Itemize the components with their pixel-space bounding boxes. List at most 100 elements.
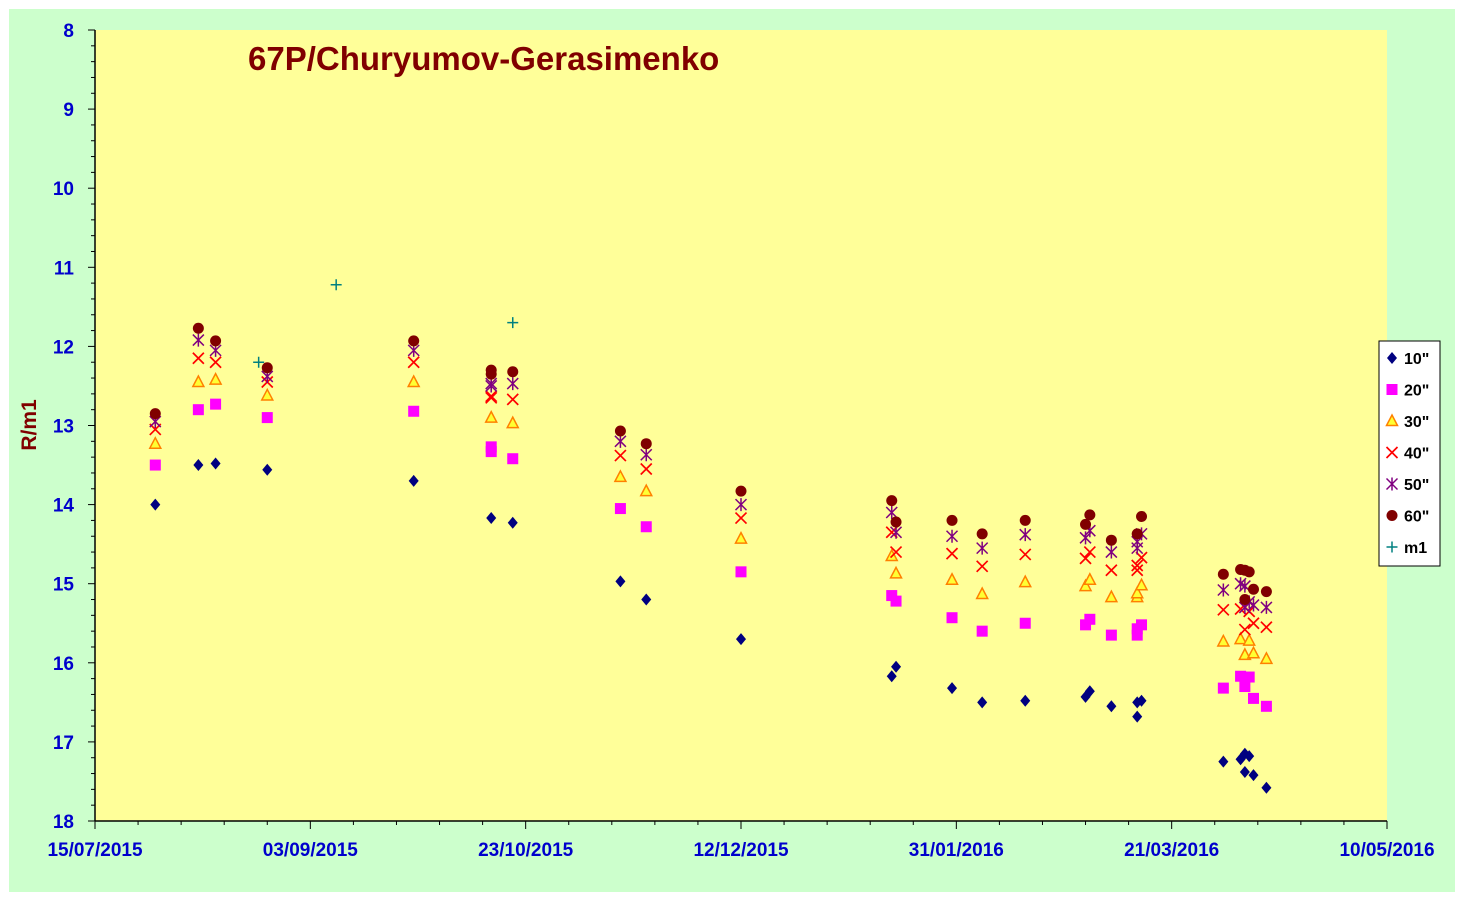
data-point <box>735 485 747 497</box>
chart-title: 67P/Churyumov-Gerasimenko <box>248 40 719 77</box>
data-point <box>1019 548 1032 561</box>
data-point <box>1242 633 1256 646</box>
data-point <box>507 453 519 465</box>
data-point <box>889 545 903 559</box>
data-point <box>735 566 747 578</box>
x-tick-label: 12/12/2015 <box>693 840 789 861</box>
data-point <box>192 322 204 334</box>
data-point <box>408 335 420 347</box>
data-point <box>486 512 497 525</box>
data-point <box>408 474 419 487</box>
data-point <box>149 459 161 471</box>
series-2 <box>149 398 1272 712</box>
data-point <box>191 374 206 388</box>
legend-label: 50" <box>1404 477 1429 494</box>
data-point <box>1018 574 1032 588</box>
data-point <box>1244 750 1255 763</box>
data-point <box>485 379 498 393</box>
legend-label: 30" <box>1404 414 1429 431</box>
legend-marker <box>1385 446 1399 459</box>
data-point <box>975 586 989 600</box>
x-tick-label: 23/10/2015 <box>478 840 574 861</box>
data-point <box>1019 528 1032 542</box>
x-tick-label: 03/09/2015 <box>263 840 359 861</box>
legend-marker <box>1386 541 1398 553</box>
data-point <box>507 516 518 529</box>
legend-marker <box>1385 413 1399 427</box>
series-7 <box>253 279 519 368</box>
y-axis-label: R/m1 <box>18 399 41 451</box>
data-point <box>1079 552 1092 565</box>
data-point <box>976 560 989 573</box>
data-point <box>885 506 898 520</box>
legend-marker <box>1387 352 1397 364</box>
data-point <box>976 625 988 637</box>
data-point <box>947 682 958 695</box>
data-point <box>640 462 653 476</box>
data-point <box>1084 613 1096 625</box>
y-tick-label: 18 <box>53 812 74 833</box>
data-point <box>639 483 653 497</box>
series-1 <box>150 457 1272 794</box>
legend-marker <box>1385 477 1399 491</box>
data-point <box>1235 670 1247 682</box>
data-point <box>1131 528 1143 540</box>
data-point <box>1218 755 1229 768</box>
data-point <box>1260 700 1272 712</box>
data-point <box>946 612 958 624</box>
data-point <box>262 463 273 476</box>
data-point <box>506 415 520 429</box>
data-point <box>1243 671 1255 683</box>
data-point <box>890 595 902 607</box>
data-point <box>890 516 902 528</box>
data-point <box>734 511 748 525</box>
data-point <box>1243 566 1255 578</box>
x-tick-label: 10/05/2016 <box>1339 840 1434 861</box>
data-point <box>209 356 222 369</box>
data-point <box>1134 577 1149 591</box>
data-point <box>1239 594 1251 606</box>
data-point <box>1260 621 1273 634</box>
legend-label: 20" <box>1404 383 1429 400</box>
data-point <box>1136 694 1147 707</box>
data-point <box>640 448 653 462</box>
data-point <box>192 352 205 365</box>
data-point <box>945 547 959 560</box>
data-point <box>946 514 958 526</box>
data-point <box>330 279 342 291</box>
data-point <box>640 521 652 533</box>
data-point <box>1217 682 1229 694</box>
data-point <box>485 391 498 404</box>
y-tick-label: 10 <box>53 179 74 200</box>
data-point <box>614 503 626 515</box>
data-point <box>613 469 628 483</box>
data-point <box>1260 586 1272 598</box>
data-point <box>1080 518 1092 530</box>
data-point <box>507 317 519 329</box>
data-point <box>886 590 898 602</box>
data-point <box>210 398 222 410</box>
legend-label: 40" <box>1404 446 1429 463</box>
data-point <box>149 408 161 420</box>
data-point <box>1260 600 1273 614</box>
data-point <box>485 446 497 458</box>
data-point <box>1217 568 1229 580</box>
data-point <box>734 530 748 544</box>
data-point <box>945 572 959 585</box>
data-point <box>891 660 902 673</box>
y-tick-label: 9 <box>63 100 74 121</box>
data-point <box>1104 589 1119 603</box>
data-point <box>1131 559 1144 572</box>
y-tick-label: 16 <box>53 654 74 675</box>
data-point <box>1084 509 1096 521</box>
data-point <box>1238 647 1252 661</box>
data-point <box>1261 781 1272 794</box>
data-point <box>976 528 988 540</box>
data-point <box>210 457 221 470</box>
data-point <box>406 374 421 388</box>
legend-box <box>1378 340 1441 567</box>
data-point <box>1105 564 1118 577</box>
data-point <box>736 633 746 646</box>
data-point <box>1217 583 1230 597</box>
